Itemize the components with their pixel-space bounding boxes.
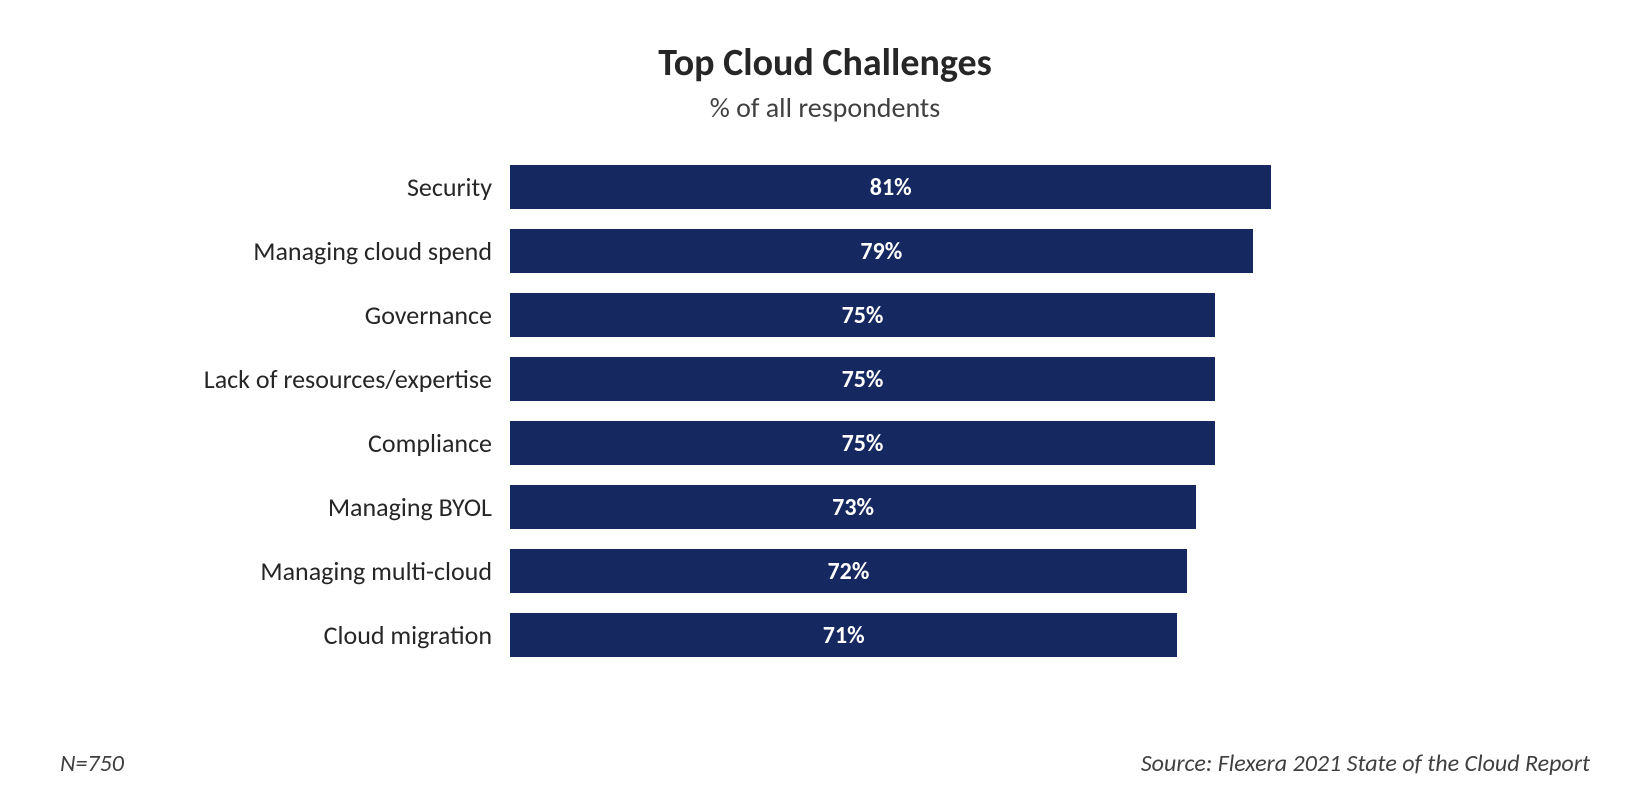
bar-fill: 75%	[510, 293, 1215, 337]
bar-value-label: 79%	[860, 237, 902, 266]
bar-category-label: Security	[180, 171, 510, 203]
sample-size-label: N=750	[60, 749, 124, 778]
bar-row: Managing BYOL 73%	[180, 485, 1450, 529]
bar-value-label: 75%	[842, 365, 884, 394]
bar-row: Managing multi-cloud 72%	[180, 549, 1450, 593]
bar-value-label: 73%	[832, 493, 874, 522]
bar-category-label: Compliance	[180, 427, 510, 459]
bars-area: Security 81% Managing cloud spend 79% Govern…	[50, 165, 1600, 719]
bar-fill: 79%	[510, 229, 1253, 273]
bar-row: Lack of resources/expertise 75%	[180, 357, 1450, 401]
bar-category-label: Lack of resources/expertise	[180, 363, 510, 395]
bar-row: Security 81%	[180, 165, 1450, 209]
bar-fill: 73%	[510, 485, 1196, 529]
bar-track: 72%	[510, 549, 1450, 593]
bar-category-label: Cloud migration	[180, 619, 510, 651]
source-label: Source: Flexera 2021 State of the Cloud …	[1141, 749, 1590, 778]
bar-row: Governance 75%	[180, 293, 1450, 337]
bar-value-label: 75%	[842, 301, 884, 330]
bar-row: Compliance 75%	[180, 421, 1450, 465]
bar-track: 75%	[510, 421, 1450, 465]
bar-value-label: 71%	[823, 621, 865, 650]
bar-category-label: Managing cloud spend	[180, 235, 510, 267]
bar-fill: 75%	[510, 357, 1215, 401]
bar-track: 75%	[510, 293, 1450, 337]
chart-container: Top Cloud Challenges % of all respondent…	[0, 0, 1650, 808]
chart-title: Top Cloud Challenges	[50, 40, 1600, 86]
bar-track: 81%	[510, 165, 1450, 209]
bar-category-label: Governance	[180, 299, 510, 331]
bar-fill: 72%	[510, 549, 1187, 593]
bar-fill: 71%	[510, 613, 1177, 657]
bar-track: 73%	[510, 485, 1450, 529]
bar-track: 71%	[510, 613, 1450, 657]
bar-fill: 81%	[510, 165, 1271, 209]
bar-category-label: Managing BYOL	[180, 491, 510, 523]
bar-fill: 75%	[510, 421, 1215, 465]
chart-subtitle: % of all respondents	[50, 90, 1600, 125]
bar-track: 75%	[510, 357, 1450, 401]
bar-track: 79%	[510, 229, 1450, 273]
chart-footer: N=750 Source: Flexera 2021 State of the …	[50, 749, 1600, 778]
bar-value-label: 75%	[842, 429, 884, 458]
bar-row: Managing cloud spend 79%	[180, 229, 1450, 273]
chart-header: Top Cloud Challenges % of all respondent…	[50, 40, 1600, 125]
bar-value-label: 81%	[870, 173, 912, 202]
bar-category-label: Managing multi-cloud	[180, 555, 510, 587]
bar-row: Cloud migration 71%	[180, 613, 1450, 657]
bar-value-label: 72%	[827, 557, 869, 586]
